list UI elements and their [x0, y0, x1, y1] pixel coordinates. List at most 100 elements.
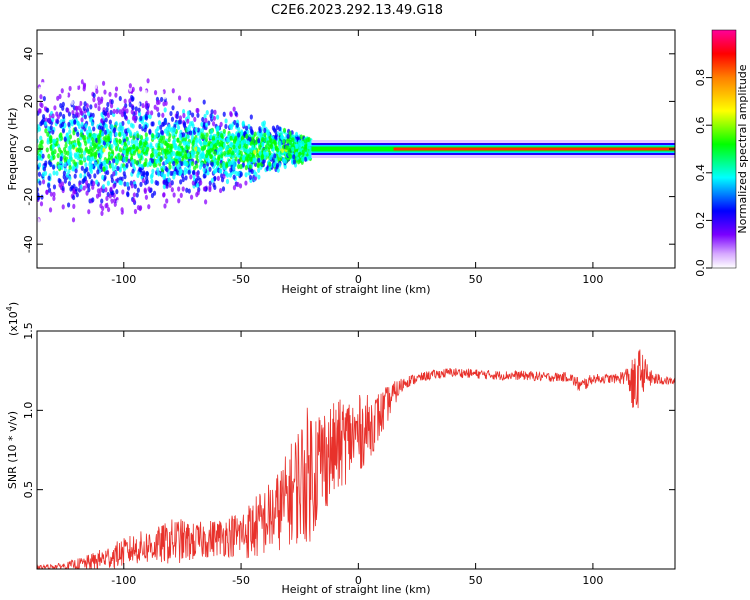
spectrogram-cell: [48, 231, 53, 237]
spectrogram-cell: [171, 105, 175, 111]
spectrogram-cell: [239, 164, 243, 170]
spectrogram-cell: [104, 117, 108, 123]
spectrogram-cell: [252, 157, 256, 163]
spectrogram-cell: [118, 95, 122, 102]
snr-y-tick-label: 1.0: [22, 402, 35, 420]
spectrogram-cell: [168, 91, 172, 97]
spectrogram-cell: [143, 215, 147, 221]
spectrogram-cell: [167, 126, 171, 132]
spectrogram-cell: [94, 103, 98, 109]
spectrogram-cell: [284, 144, 289, 150]
spectrogram-cell: [132, 192, 136, 198]
spectrogram-cell: [123, 149, 127, 156]
spectrogram-cell: [38, 180, 42, 186]
spectrogram-cell: [109, 103, 114, 109]
spectrogram-cell: [121, 120, 125, 127]
spectrogram-cell: [56, 114, 60, 120]
spectrogram-cell: [178, 140, 182, 146]
spectrogram-cell: [159, 156, 163, 163]
spectrogram-cell: [75, 226, 79, 232]
spectrogram-cell: [137, 153, 141, 159]
spectrogram-cell: [202, 134, 206, 140]
spectrogram-panel: -100 -50 0 50 100 -40 -20 0 20 40 Height of stra…: [6, 29, 676, 296]
spectrogram-cell: [144, 103, 148, 110]
spectrogram-cell: [205, 132, 209, 138]
spectrogram-cell: [232, 161, 236, 167]
spectrogram-cell: [118, 139, 122, 145]
spectrogram-cell: [201, 116, 205, 123]
spectrogram-cell: [168, 156, 172, 162]
spectrogram-cell: [219, 187, 223, 194]
spectrogram-cell: [87, 111, 91, 117]
spectrogram-cell: [103, 129, 108, 135]
spectrogram-cell: [180, 161, 184, 167]
spectrogram-cell: [138, 166, 142, 173]
spectrogram-cell: [130, 183, 134, 189]
spectrogram-cell: [169, 143, 173, 149]
spectrogram-cell: [75, 147, 80, 154]
spectrogram-cell: [136, 101, 141, 107]
spectrogram-cell: [167, 177, 171, 183]
spectrogram-cell: [143, 188, 147, 195]
spectrogram-cell: [112, 198, 117, 204]
spectrogram-cell: [123, 181, 127, 187]
spectrogram-cell: [66, 150, 70, 156]
spectrogram-cell: [82, 177, 86, 183]
spectrogram-cell: [133, 208, 138, 215]
spectrogram-cell: [103, 174, 107, 181]
spectrogram-cell: [40, 48, 44, 54]
spectrogram-cell: [168, 197, 172, 203]
spectrogram-cell: [151, 133, 155, 139]
spectrogram-cell: [162, 135, 166, 141]
spectrogram-cell: [112, 128, 116, 134]
spectrogram-cell: [217, 154, 221, 160]
spectrogram-cell: [143, 127, 147, 133]
spectrogram-cell: [144, 113, 148, 120]
spectrogram-cell: [166, 142, 170, 149]
spectrogram-cell: [149, 174, 154, 180]
spectrogram-cell: [183, 166, 187, 173]
spectrogram-cell: [89, 117, 93, 123]
spectrogram-cell: [84, 140, 88, 147]
spectrogram-cell: [170, 151, 174, 158]
spectrogram-cell: [241, 139, 245, 145]
spectrogram-cell: [192, 173, 196, 179]
spectrogram-cell: [154, 179, 158, 186]
spectrogram-cell: [202, 140, 207, 146]
spectrogram-cell: [110, 143, 114, 150]
spectrogram-cell: [261, 159, 265, 165]
spectrogram-cell: [195, 182, 200, 188]
spectrogram-cell: [61, 185, 65, 192]
spectrogram-cell: [208, 180, 212, 186]
spectrogram-cell: [186, 118, 190, 124]
spectrogram-cell: [109, 186, 113, 192]
spectrogram-cell: [170, 187, 174, 193]
spectrogram-cell: [151, 151, 155, 158]
spectrogram-cell: [70, 121, 74, 127]
spectrogram-cell: [89, 152, 93, 158]
spectrogram-cell: [77, 141, 81, 147]
spectrogram-cell: [72, 113, 76, 119]
spectrogram-cell: [135, 160, 139, 166]
spectrogram-cell: [155, 158, 159, 165]
spectrogram-x-tick-label: 50: [469, 273, 483, 286]
spectrogram-cell: [57, 177, 61, 184]
spectrogram-cell: [125, 148, 129, 154]
spectrogram-cell: [185, 161, 189, 168]
spectrogram-cell: [49, 191, 54, 197]
spectrogram-cell: [37, 171, 42, 177]
spectrogram-cell: [164, 159, 168, 166]
spectrogram-cell: [59, 235, 63, 242]
snr-y-tick-label: 1.5: [22, 322, 35, 340]
spectrogram-cell: [42, 44, 46, 50]
spectrogram-cell: [173, 137, 177, 143]
spectrogram-cell: [175, 150, 179, 157]
figure-title: C2E6.2023.292.13.49.G18: [271, 3, 443, 18]
spectrogram-cell: [99, 203, 103, 209]
spectrogram-cell: [220, 153, 224, 159]
spectrogram-cell: [216, 175, 220, 181]
spectrogram-cell: [285, 138, 290, 144]
spectrogram-cell: [156, 167, 160, 173]
snr-frame: [36, 330, 676, 570]
spectrogram-cell: [173, 170, 177, 177]
